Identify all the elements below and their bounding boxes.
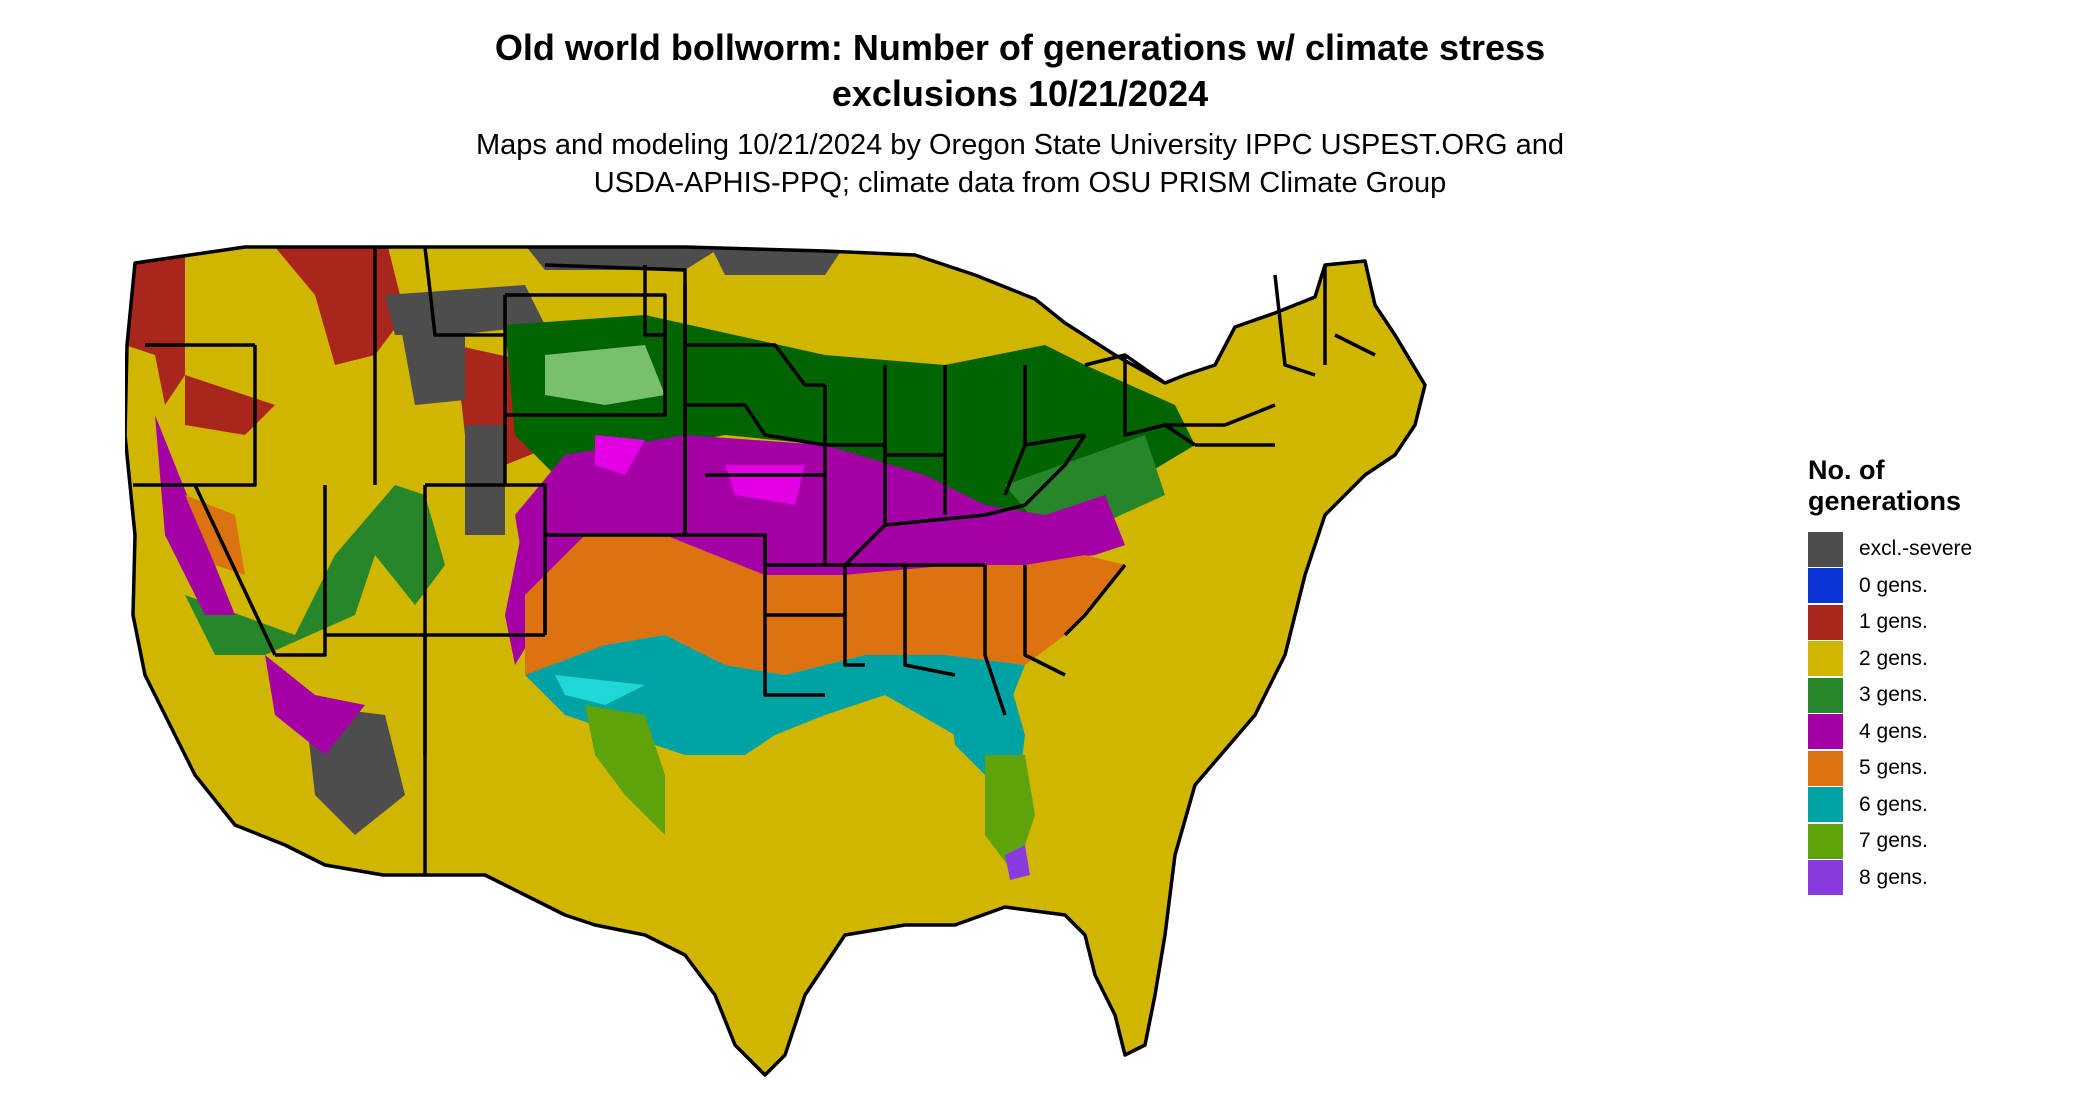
- legend-item: 3 gens.: [1808, 677, 1972, 714]
- legend-item: 5 gens.: [1808, 750, 1972, 787]
- legend-title: No. of generations: [1808, 455, 1972, 517]
- legend-item: 7 gens.: [1808, 823, 1972, 860]
- legend-label: 4 gens.: [1859, 719, 1928, 743]
- legend-swatch: [1808, 604, 1843, 640]
- title-line-2: exclusions 10/21/2024: [831, 73, 1209, 114]
- map-title: Old world bollworm: Number of generation…: [300, 25, 1740, 117]
- legend-swatch: [1808, 677, 1843, 713]
- legend-swatch: [1808, 823, 1843, 859]
- subtitle-line-1: Maps and modeling 10/21/2024 by Oregon S…: [475, 129, 1565, 161]
- legend-item: 1 gens.: [1808, 604, 1972, 641]
- legend-item: 0 gens.: [1808, 568, 1972, 605]
- legend-swatch: [1808, 568, 1843, 604]
- map-subtitle: Maps and modeling 10/21/2024 by Oregon S…: [300, 126, 1740, 202]
- title-line-1: Old world bollworm: Number of generation…: [494, 27, 1546, 68]
- legend-label: 2 gens.: [1859, 646, 1928, 670]
- legend-label: 7 gens.: [1859, 829, 1928, 853]
- legend-swatch: [1808, 714, 1843, 750]
- legend-label: 5 gens.: [1859, 756, 1928, 780]
- legend-swatch: [1808, 531, 1843, 567]
- legend-item: 4 gens.: [1808, 714, 1972, 751]
- legend-title-line-1: No. of: [1808, 455, 1885, 485]
- legend-label: 1 gens.: [1859, 610, 1928, 634]
- legend-swatch: [1808, 750, 1843, 786]
- legend-swatch: [1808, 787, 1843, 823]
- legend-title-line-2: generations: [1808, 486, 1962, 516]
- legend-label: 8 gens.: [1859, 865, 1928, 889]
- legend-label: excl.-severe: [1859, 537, 1973, 561]
- map-legend: No. of generations excl.-severe 0 gens. …: [1808, 455, 1972, 896]
- legend-item: 8 gens.: [1808, 860, 1972, 897]
- legend-swatch: [1808, 641, 1843, 677]
- legend-item: excl.-severe: [1808, 531, 1972, 568]
- us-generations-map: [125, 245, 1427, 1077]
- legend-label: 0 gens.: [1859, 573, 1928, 597]
- legend-label: 6 gens.: [1859, 792, 1928, 816]
- legend-item: 2 gens.: [1808, 641, 1972, 678]
- legend-item: 6 gens.: [1808, 787, 1972, 824]
- subtitle-line-2: USDA-APHIS-PPQ; climate data from OSU PR…: [593, 167, 1447, 199]
- legend-swatch: [1808, 860, 1843, 896]
- legend-label: 3 gens.: [1859, 683, 1928, 707]
